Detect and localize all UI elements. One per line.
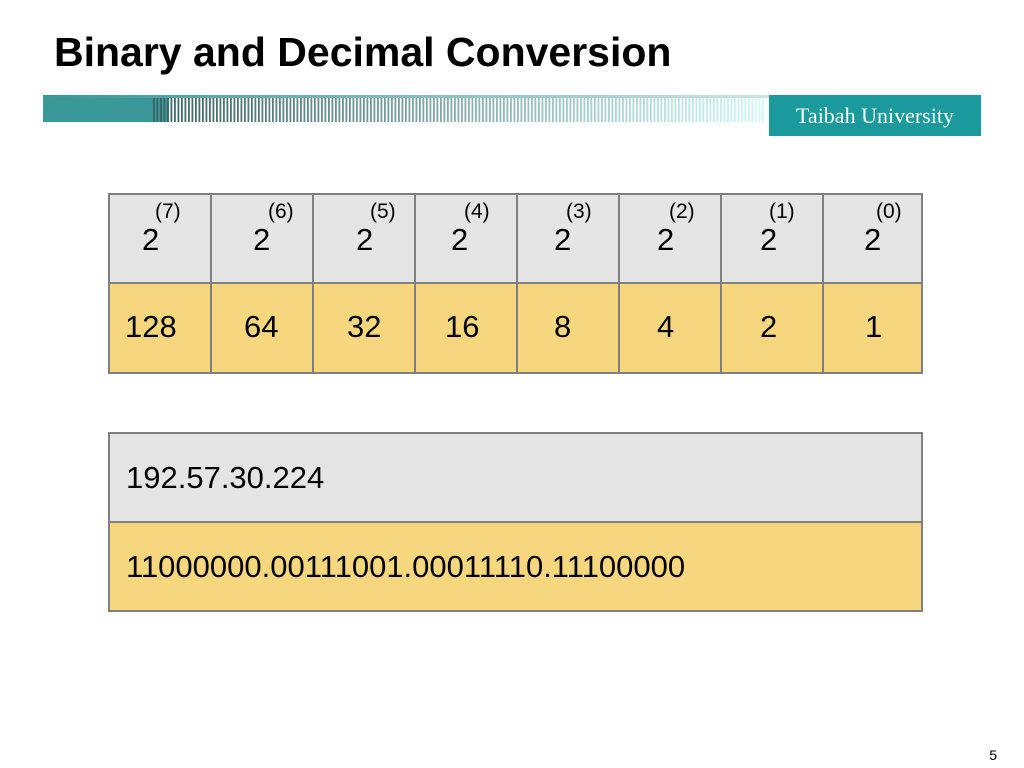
power-cell-5: 2 (5) [314, 195, 416, 282]
striped-banner-graphic [43, 95, 769, 122]
powers-of-two-table: 2 (7) 2 (6) 2 (5) 2 (4) 2 (3) 2 (2) 2 (1… [108, 193, 923, 374]
power-base: 2 [864, 222, 882, 257]
place-value: 4 [657, 309, 675, 344]
value-cell-1: 1 [824, 284, 921, 372]
power-base: 2 [554, 222, 572, 257]
power-exponent: (0) [876, 200, 902, 223]
header-banner: Taibah University [43, 95, 983, 136]
power-exponent: (2) [669, 200, 695, 223]
power-cell-3: 2 (3) [518, 195, 620, 282]
ip-address-table: 192.57.30.224 11000000.00111001.00011110… [108, 432, 923, 612]
decimal-ip-address: 192.57.30.224 [126, 460, 325, 495]
value-cell-4: 4 [620, 284, 722, 372]
power-cell-4: 2 (4) [416, 195, 518, 282]
place-value: 8 [554, 309, 572, 344]
power-exponent: (6) [268, 200, 294, 223]
power-base: 2 [657, 222, 675, 257]
place-value: 1 [865, 309, 883, 344]
value-cell-128: 128 [110, 284, 212, 372]
power-cell-7: 2 (7) [110, 195, 212, 282]
power-base: 2 [253, 222, 271, 257]
value-cell-32: 32 [314, 284, 416, 372]
binary-address-row: 11000000.00111001.00011110.11100000 [110, 523, 921, 610]
decimal-value-row: 128 64 32 16 8 4 2 1 [110, 284, 921, 372]
power-exponent: (3) [566, 200, 592, 223]
decimal-address-row: 192.57.30.224 [110, 434, 921, 523]
power-exponent: (4) [464, 200, 490, 223]
place-value: 32 [347, 309, 382, 344]
power-base: 2 [356, 222, 374, 257]
power-exponent: (5) [370, 200, 396, 223]
place-value: 2 [760, 309, 778, 344]
place-value: 16 [445, 309, 480, 344]
exponent-row: 2 (7) 2 (6) 2 (5) 2 (4) 2 (3) 2 (2) 2 (1… [110, 195, 921, 284]
power-cell-0: 2 (0) [824, 195, 921, 282]
power-exponent: (7) [155, 200, 181, 223]
power-base: 2 [451, 222, 469, 257]
power-base: 2 [760, 222, 778, 257]
power-cell-2: 2 (2) [620, 195, 722, 282]
place-value: 64 [244, 309, 279, 344]
power-exponent: (1) [769, 200, 795, 223]
binary-ip-address: 11000000.00111001.00011110.11100000 [126, 549, 686, 584]
place-value: 128 [125, 309, 177, 344]
power-cell-1: 2 (1) [722, 195, 824, 282]
value-cell-2: 2 [722, 284, 824, 372]
university-label: Taibah University [769, 95, 981, 136]
value-cell-8: 8 [518, 284, 620, 372]
power-cell-6: 2 (6) [212, 195, 314, 282]
value-cell-16: 16 [416, 284, 518, 372]
slide-title: Binary and Decimal Conversion [54, 29, 672, 75]
page-number: 5 [989, 747, 997, 763]
value-cell-64: 64 [212, 284, 314, 372]
power-base: 2 [142, 222, 160, 257]
